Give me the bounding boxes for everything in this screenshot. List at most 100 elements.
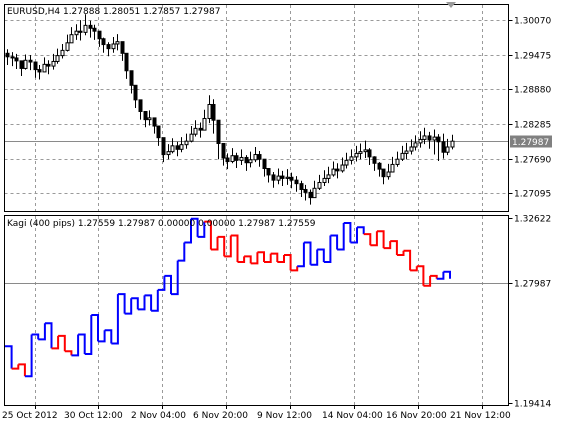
candle: [317, 174, 322, 191]
candle: [51, 53, 56, 70]
candle-body: [381, 168, 386, 178]
candle-body: [88, 24, 93, 29]
candle-body: [10, 56, 15, 59]
candle: [289, 172, 294, 189]
kagi-segment: [443, 270, 451, 279]
candle: [239, 149, 244, 166]
candle-body: [147, 117, 152, 121]
candle: [285, 169, 290, 185]
candle-body: [42, 63, 47, 73]
candle-body: [432, 136, 437, 141]
candle: [23, 54, 28, 70]
candle: [69, 27, 74, 44]
kagi-segment: [31, 333, 40, 340]
candle: [143, 110, 148, 128]
kagi-segment: [131, 297, 139, 310]
kagi-segment: [91, 314, 99, 342]
candle: [115, 34, 120, 51]
candle-body: [299, 183, 304, 190]
kagi-segment: [111, 294, 119, 345]
candle-body: [37, 69, 42, 73]
candle-body: [230, 155, 235, 163]
kagi-segment: [390, 240, 398, 255]
candle-body: [340, 164, 345, 172]
candle: [344, 152, 349, 169]
kagi-panel[interactable]: Kagi (400 pips) 1.27559 1.27987 0.00000 …: [2, 215, 551, 422]
candle-body: [326, 174, 331, 179]
kagi-segment: [84, 315, 93, 355]
kagi-segment: [98, 330, 106, 343]
candle: [106, 42, 111, 57]
candle: [230, 148, 235, 164]
candle: [372, 156, 377, 171]
candle-body: [331, 168, 336, 176]
kagi-segment: [210, 236, 219, 251]
candle-body: [308, 191, 313, 199]
candle: [33, 61, 38, 78]
candle: [202, 109, 207, 131]
kagi-panel-title: Kagi (400 pips) 1.27559 1.27987 0.00000 …: [7, 219, 316, 229]
candle-body: [221, 142, 226, 159]
candle-body: [427, 135, 432, 141]
kagi-segment: [78, 333, 86, 354]
candle: [413, 135, 418, 151]
y-tick-label: 1.19414: [514, 400, 551, 410]
candle: [147, 110, 152, 126]
kagi-segment: [436, 271, 445, 280]
kagi-segment: [224, 235, 232, 258]
x-tick-label: 16 Nov 20:00: [386, 411, 447, 421]
kagi-segment: [357, 226, 365, 235]
price-panel-title: EURUSD,H4 1.27888 1.28051 1.27857 1.2798…: [7, 7, 220, 17]
candle: [216, 119, 221, 160]
kagi-segment: [71, 334, 80, 357]
candle-body: [202, 117, 207, 131]
candle-body: [193, 127, 198, 135]
candle: [207, 95, 212, 124]
candle: [404, 142, 409, 160]
candle: [179, 137, 184, 153]
kagi-segment: [363, 233, 372, 246]
candle-body: [445, 146, 450, 153]
candle-body: [156, 125, 161, 139]
candle-body: [248, 159, 253, 164]
candle-body: [170, 145, 175, 153]
kagi-segment: [197, 221, 206, 238]
candle: [124, 52, 129, 79]
candle-body: [322, 177, 327, 183]
candle-body: [317, 181, 322, 189]
price-grid: [4, 5, 509, 211]
candle: [156, 125, 161, 146]
kagi-segment: [396, 250, 405, 256]
candle: [133, 84, 138, 108]
scroll-marker-icon[interactable]: [446, 2, 456, 8]
candle-body: [335, 168, 340, 172]
candle-body: [120, 41, 125, 54]
candle: [280, 170, 285, 186]
kagi-segment: [383, 241, 392, 250]
candle: [46, 60, 51, 75]
candle: [60, 43, 65, 59]
kagi-segment: [124, 298, 133, 315]
candle-body: [138, 99, 143, 112]
candle-body: [285, 176, 290, 179]
candle: [276, 168, 281, 185]
candle: [257, 151, 262, 167]
kagi-segment: [410, 266, 418, 272]
kagi-segment: [191, 217, 199, 237]
candle: [221, 142, 226, 166]
kagi-segment: [104, 329, 113, 344]
kagi-segment: [317, 248, 325, 262]
candle: [381, 168, 386, 185]
candle-body: [436, 136, 441, 143]
candle-body: [33, 61, 38, 71]
candle-body: [115, 41, 120, 45]
candle-body: [124, 52, 129, 72]
candle: [193, 120, 198, 137]
candle-body: [354, 152, 359, 158]
candle-body: [377, 162, 382, 170]
candle-body: [244, 156, 249, 164]
candle: [97, 30, 102, 47]
price-panel[interactable]: EURUSD,H4 1.27888 1.28051 1.27857 1.2798…: [4, 2, 553, 212]
